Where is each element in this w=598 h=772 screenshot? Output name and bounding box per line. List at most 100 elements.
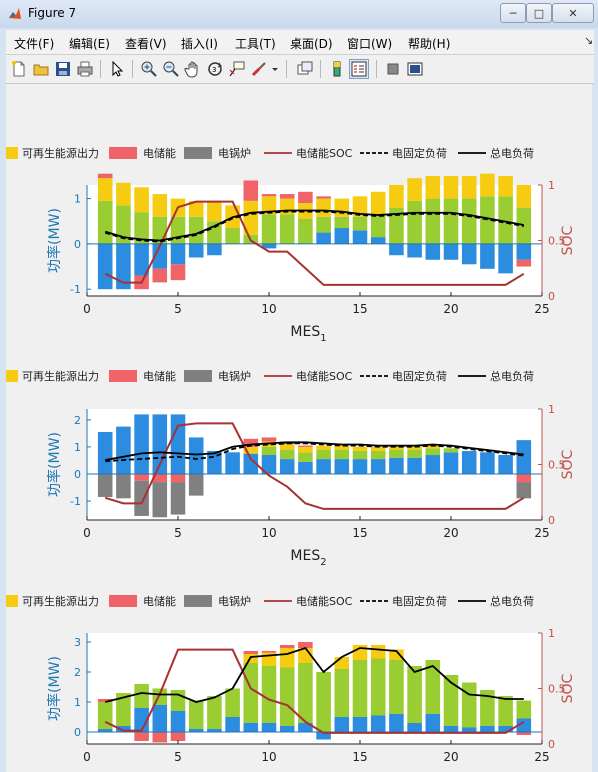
total-load-line bbox=[104, 209, 524, 242]
legend-label-boiler: 电锅炉 bbox=[218, 595, 251, 608]
brush-dropdown-icon[interactable] bbox=[270, 60, 280, 78]
legend-label-soc: 电储能SOC bbox=[296, 594, 353, 608]
left-tick-label: 1 bbox=[74, 193, 81, 206]
rotate-3d-icon[interactable]: 3 bbox=[206, 60, 224, 78]
bar-grid-t6 bbox=[188, 437, 204, 474]
legend-3[interactable]: 可再生能源出力 电储能 电锅炉 电储能SOC 电固定负荷 总电负荷 bbox=[6, 594, 534, 608]
bar-grid-t12 bbox=[298, 461, 313, 474]
bar-renewable-t13 bbox=[316, 198, 331, 217]
menu-help[interactable]: 帮助(H) bbox=[408, 37, 451, 51]
zoom-out-icon[interactable] bbox=[162, 60, 180, 78]
x-tick-label: 10 bbox=[261, 302, 276, 316]
bar-storage-t4 bbox=[152, 268, 168, 283]
brush-icon[interactable] bbox=[250, 60, 268, 78]
fixed-load-line bbox=[104, 210, 524, 243]
legend-label-total_load: 总电负荷 bbox=[490, 369, 534, 383]
bar-green-t19 bbox=[425, 448, 441, 456]
legend-label-boiler: 电锅炉 bbox=[218, 147, 251, 160]
menu-tools[interactable]: 工具(T) bbox=[235, 37, 276, 51]
menu-window[interactable]: 窗口(W) bbox=[347, 37, 393, 51]
legend-label-total_load: 总电负荷 bbox=[490, 594, 534, 608]
bar-storage-t5 bbox=[170, 732, 186, 741]
bar-grid-t3 bbox=[134, 414, 149, 474]
bar-grid-t7 bbox=[207, 243, 222, 256]
minimize-button[interactable]: ─ bbox=[500, 3, 526, 23]
menu-edit[interactable]: 编辑(E) bbox=[69, 37, 110, 51]
bar-grid-t20 bbox=[443, 243, 459, 260]
bar-grid-t4 bbox=[152, 705, 168, 732]
open-file-icon[interactable] bbox=[32, 60, 50, 78]
legend-label-soc: 电储能SOC bbox=[296, 146, 353, 160]
bar-grid-t1 bbox=[97, 432, 113, 474]
bar-green-t8 bbox=[225, 228, 240, 244]
legend-label-storage: 电储能 bbox=[143, 369, 176, 383]
right-tick-label: 1 bbox=[548, 179, 555, 192]
bar-grid-t20 bbox=[443, 452, 459, 474]
menu-dock-arrow-icon[interactable]: ↘ bbox=[584, 34, 594, 47]
legend-label-renewable: 可再生能源出力 bbox=[22, 594, 99, 608]
edit-plot-icon[interactable] bbox=[108, 60, 126, 78]
bar-grid-t14 bbox=[334, 459, 350, 474]
menu-desktop[interactable]: 桌面(D) bbox=[290, 37, 333, 51]
window-title: Figure 7 bbox=[28, 6, 77, 20]
maximize-icon: □ bbox=[533, 6, 545, 20]
bar-boiler-t3 bbox=[134, 480, 149, 516]
legend-icon[interactable] bbox=[349, 59, 369, 79]
right-tick-label: 0.5 bbox=[548, 459, 566, 472]
legend-label-total_load: 总电负荷 bbox=[490, 146, 534, 160]
maximize-button[interactable]: □ bbox=[526, 3, 552, 23]
legend-swatch-storage bbox=[109, 147, 137, 159]
bar-renewable-t24 bbox=[516, 185, 532, 208]
bar-grid-t6 bbox=[188, 729, 204, 732]
legend-label-storage: 电储能 bbox=[143, 146, 176, 160]
menu-insert[interactable]: 插入(I) bbox=[181, 37, 218, 51]
zoom-in-icon[interactable] bbox=[140, 60, 158, 78]
pan-icon[interactable] bbox=[184, 60, 202, 78]
bar-grid-t24 bbox=[516, 243, 532, 260]
bar-green-t16 bbox=[370, 214, 386, 238]
bar-grid-t22 bbox=[480, 243, 495, 269]
link-plot-icon[interactable] bbox=[296, 60, 314, 78]
legend-swatch-renewable bbox=[6, 147, 18, 159]
colorbar-icon[interactable] bbox=[328, 60, 346, 78]
save-icon[interactable] bbox=[54, 60, 72, 78]
bar-boiler-t24 bbox=[516, 482, 532, 499]
toolbar-separator bbox=[100, 60, 101, 78]
bar-grid-t19 bbox=[425, 714, 441, 732]
menu-view[interactable]: 查看(V) bbox=[125, 37, 167, 51]
bar-storage-t11 bbox=[279, 194, 295, 199]
bar-storage-t3 bbox=[134, 732, 149, 741]
bar-storage-t11 bbox=[279, 645, 295, 648]
bar-grid-t18 bbox=[407, 723, 422, 732]
bar-grid-t20 bbox=[443, 726, 459, 732]
bar-renewable-t18 bbox=[407, 178, 422, 201]
legend-1[interactable]: 可再生能源出力 电储能 电锅炉 电储能SOC 电固定负荷 总电负荷 bbox=[6, 146, 534, 160]
hide-plot-tools-icon[interactable] bbox=[384, 60, 402, 78]
bar-green-t6 bbox=[188, 700, 204, 729]
data-cursor-icon[interactable] bbox=[228, 60, 246, 78]
bar-green-t21 bbox=[461, 682, 477, 728]
bar-grid-t17 bbox=[389, 714, 404, 732]
new-figure-icon[interactable] bbox=[10, 60, 28, 78]
bar-grid-t16 bbox=[370, 715, 386, 732]
bar-renewable-t6 bbox=[188, 200, 204, 217]
bar-green-t11 bbox=[279, 214, 295, 244]
bar-renewable-t17 bbox=[389, 649, 404, 660]
show-plot-tools-icon[interactable] bbox=[406, 60, 424, 78]
bar-green-t24 bbox=[516, 700, 532, 719]
bar-grid-t13 bbox=[316, 232, 331, 244]
bar-renewable-t7 bbox=[207, 200, 222, 222]
bar-boiler-t4 bbox=[152, 482, 168, 518]
print-icon[interactable] bbox=[76, 60, 94, 78]
menu-file[interactable]: 文件(F) bbox=[14, 37, 55, 51]
bar-grid-t11 bbox=[279, 726, 295, 732]
bar-grid-t17 bbox=[389, 457, 404, 474]
title-bar[interactable]: Figure 7 ─ □ ✕ bbox=[0, 0, 598, 28]
figure-canvas[interactable]: 可再生能源出力 电储能 电锅炉 电储能SOC 电固定负荷 总电负荷 -1 0 1 功率(MW) 0 0… bbox=[6, 84, 592, 772]
bar-grid-t13 bbox=[316, 459, 331, 474]
bar-green-t10 bbox=[261, 666, 277, 723]
left-tick-label: 1 bbox=[74, 696, 81, 709]
close-button[interactable]: ✕ bbox=[552, 3, 594, 23]
legend-2[interactable]: 可再生能源出力 电储能 电锅炉 电储能SOC 电固定负荷 总电负荷 bbox=[6, 369, 534, 383]
